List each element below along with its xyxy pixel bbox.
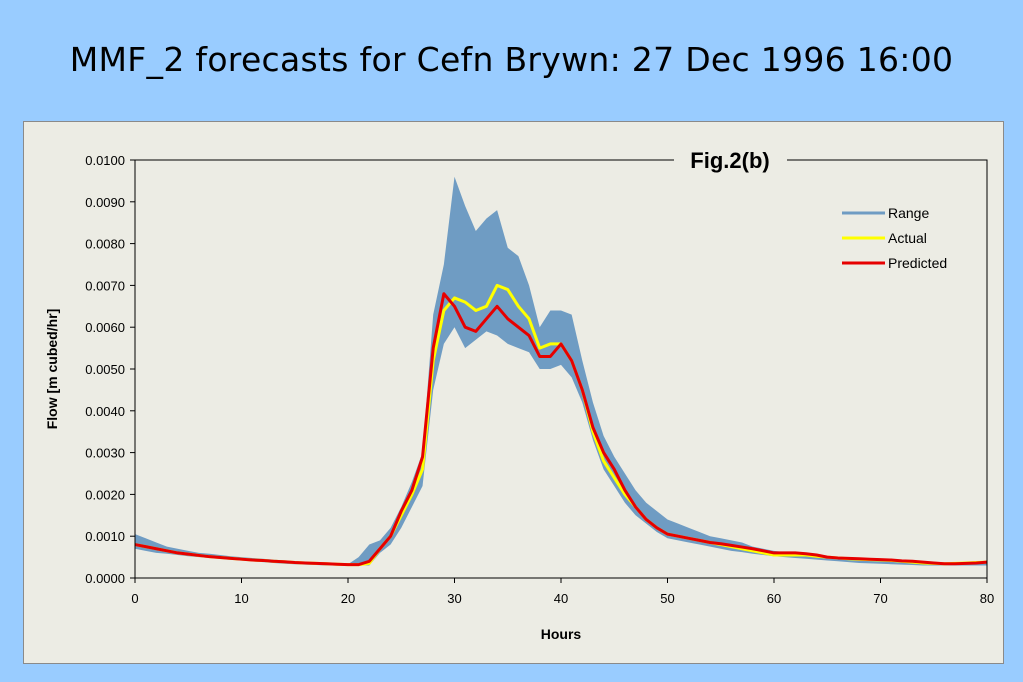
range-band [135, 176, 987, 566]
x-tick-label: 10 [234, 591, 248, 606]
y-axis-title: Flow [m cubed/hr] [44, 309, 60, 430]
y-tick-label: 0.0070 [85, 278, 125, 293]
y-tick-label: 0.0010 [85, 529, 125, 544]
y-tick-label: 0.0030 [85, 446, 125, 461]
x-axis-title: Hours [541, 626, 582, 642]
legend: Range Actual Predicted [842, 205, 947, 271]
range-band-layer [135, 176, 987, 566]
y-tick-label: 0.0020 [85, 487, 125, 502]
x-tick-label: 0 [131, 591, 138, 606]
chart-title-background [674, 148, 787, 174]
y-tick-label: 0.0080 [85, 237, 125, 252]
y-tick-label: 0.0090 [85, 195, 125, 210]
x-tick-label: 30 [447, 591, 461, 606]
x-tick-label: 40 [554, 591, 568, 606]
y-tick-label: 0.0040 [85, 404, 125, 419]
y-tick-label: 0.0000 [85, 571, 125, 586]
y-tick-label: 0.0050 [85, 362, 125, 377]
legend-label-predicted: Predicted [888, 255, 947, 271]
y-tick-label: 0.0100 [85, 153, 125, 168]
legend-label-actual: Actual [888, 230, 927, 246]
x-tick-label: 50 [660, 591, 674, 606]
x-tick-label: 70 [873, 591, 887, 606]
plot-border [134, 159, 988, 579]
predicted-line [134, 292, 988, 567]
tick-layer: 0 10 20 30 40 50 60 70 80 0.0000 0.0010 0.0020 0.003… [85, 153, 994, 606]
series-line-layer [134, 283, 988, 567]
x-tick-label: 60 [767, 591, 781, 606]
chart-title: Fig.2(b) [690, 148, 769, 173]
flow-chart: 0 10 20 30 40 50 60 70 80 0.0000 0.0010 0.0020 0.003… [44, 148, 994, 642]
plot-frame [134, 159, 988, 579]
slide-title: MMF_2 forecasts for Cefn Brywn: 27 Dec 1… [69, 40, 954, 79]
y-tick-label: 0.0060 [85, 320, 125, 335]
chart-frame: 0 10 20 30 40 50 60 70 80 0.0000 0.0010 0.0020 0.003… [23, 121, 1004, 664]
x-tick-label: 20 [341, 591, 355, 606]
x-tick-label: 80 [980, 591, 994, 606]
legend-label-range: Range [888, 205, 929, 221]
